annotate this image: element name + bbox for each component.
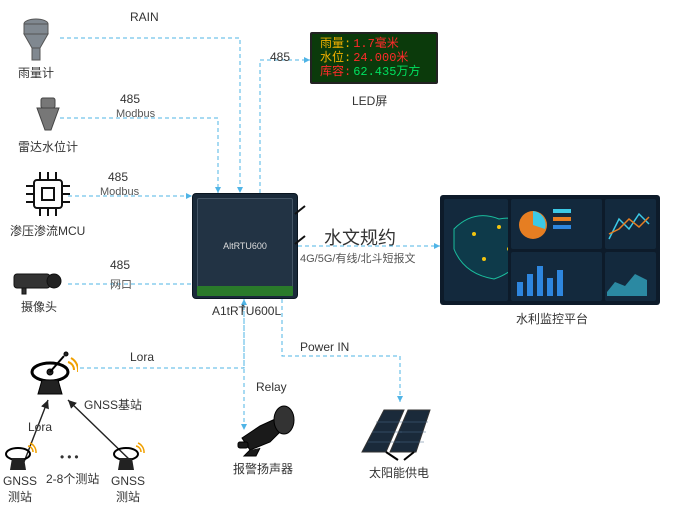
led-value: 24.000米 (353, 51, 408, 65)
radar-label: 雷达水位计 (18, 138, 78, 155)
led-screen: 雨量:1.7毫米水位:24.000米库容:62.435万方 (310, 32, 438, 84)
rtu-antenna-icon (293, 204, 307, 284)
dash-pie (511, 199, 601, 249)
edge-label-cam-rtu: 485 (110, 258, 130, 272)
edge-label-rtu-speak: Relay (256, 380, 287, 394)
led-value: 1.7毫米 (353, 37, 399, 51)
edge-label-rtu-solar: Power IN (300, 340, 349, 354)
rain-gauge-icon (18, 18, 54, 62)
dashboard-label: 水利监控平台 (516, 310, 588, 327)
led-key: 水位: (320, 51, 351, 65)
led-label: LED屏 (352, 92, 387, 109)
solar-icon (356, 402, 442, 462)
speaker-icon (230, 402, 296, 458)
gnss-base: GNSS基站 (28, 350, 78, 396)
rtu-ports (197, 286, 293, 296)
edge-label-rtu-dash: 水文规约 (324, 224, 396, 250)
gnss-station-1: GNSS 测站 (2, 440, 38, 505)
edge-sublabel-rtu-dash: 4G/5G/有线/北斗短报文 (300, 250, 416, 266)
camera-icon (12, 268, 66, 296)
rain-gauge-label: 雨量计 (18, 64, 54, 81)
dashboard (440, 195, 660, 305)
dash-map (444, 199, 508, 301)
edge-label-rain-rtu: RAIN (130, 10, 159, 24)
gnss-s1-icon (2, 440, 38, 472)
gnss-s2-label: GNSS 测站 (111, 474, 145, 505)
edge-rtu-led (260, 60, 310, 193)
gnss-s1-label: GNSS 测站 (3, 474, 37, 505)
camera: 摄像头 (12, 268, 66, 315)
solar-label: 太阳能供电 (369, 464, 429, 481)
speaker: 报警扬声器 (230, 402, 296, 477)
rain-gauge: 雨量计 (18, 18, 54, 81)
led-row: 水位:24.000米 (320, 51, 428, 65)
gnss-dots: ••• (60, 450, 82, 464)
rtu-label: A1tRTU600L (212, 304, 281, 318)
edge-label-mcu-rtu: 485 (108, 170, 128, 184)
speaker-label: 报警扬声器 (233, 460, 293, 477)
led-key: 库容: (320, 65, 351, 79)
gnss-base-label: GNSS基站 (84, 396, 142, 413)
rtu-up-arrow: ↑ (240, 300, 246, 314)
dash-area (605, 252, 657, 302)
mcu: 渗压渗流MCU (10, 168, 85, 239)
led-row: 库容:62.435万方 (320, 65, 428, 79)
gnss-s2-icon (110, 440, 146, 472)
mcu-label: 渗压渗流MCU (10, 222, 85, 239)
gnss-link-label: Lora (28, 420, 52, 434)
edge-label-gnss-rtu: Lora (130, 350, 154, 364)
edge-label-radar-rtu: 485 (120, 92, 140, 106)
edge-label-rtu-led: 485 (270, 50, 290, 64)
rtu-device: AltRTU600 (192, 193, 298, 299)
led-row: 雨量:1.7毫米 (320, 37, 428, 51)
rtu-body: AltRTU600 (197, 198, 293, 294)
gnss-station-2: GNSS 测站 (110, 440, 146, 505)
edge-cam-rtu (68, 284, 202, 299)
radar-level: 雷达水位计 (18, 96, 78, 155)
edge-sublabel-cam-rtu: 网口 (110, 276, 132, 292)
led-value: 62.435万方 (353, 65, 420, 79)
led-key: 雨量: (320, 37, 351, 51)
edge-sublabel-radar-rtu: Modbus (116, 108, 155, 120)
dash-lines (605, 199, 657, 249)
mcu-icon (22, 168, 74, 220)
gnss-base-icon (28, 350, 78, 396)
solar: 太阳能供电 (356, 402, 442, 481)
edge-sublabel-mcu-rtu: Modbus (100, 186, 139, 198)
dash-bars (511, 252, 601, 302)
radar-icon (31, 96, 65, 136)
gnss-span-label: 2-8个测站 (46, 470, 99, 487)
camera-label: 摄像头 (21, 298, 57, 315)
